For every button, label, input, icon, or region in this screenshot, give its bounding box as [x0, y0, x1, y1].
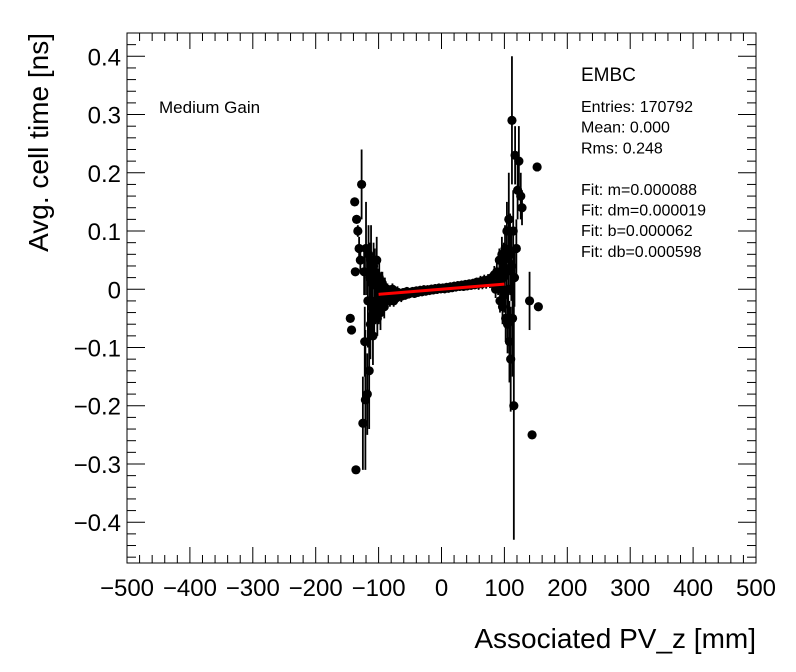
y-axis-title: Avg. cell time [ns] [23, 33, 54, 252]
y-tick-label: 0 [108, 277, 121, 304]
y-tick-label: −0.1 [74, 336, 121, 363]
data-point [504, 337, 515, 347]
data-point [517, 203, 527, 213]
x-tick-label: 0 [435, 575, 448, 602]
data-point [508, 226, 518, 236]
data-point [499, 255, 509, 265]
axis-ticks [126, 32, 757, 563]
data-point [504, 214, 514, 224]
gain-annotation: Medium Gain [159, 98, 260, 117]
data-point [345, 313, 355, 323]
x-tick-label: 300 [610, 575, 650, 602]
data-point [533, 302, 543, 312]
data-point [351, 465, 361, 475]
data-point [527, 430, 537, 440]
data-point [507, 313, 518, 323]
data-point [372, 255, 382, 265]
data-point [532, 162, 542, 172]
data-point [360, 337, 370, 347]
x-tick-label: 500 [736, 575, 776, 602]
data-point [524, 296, 535, 306]
stats-entries: Entries: 170792 [581, 99, 693, 116]
stats-mean: Mean: 0.000 [581, 120, 670, 137]
x-tick-labels: −500 −400 −300 −200 −100 0 100 200 300 400 500 [100, 575, 776, 602]
data-point [365, 319, 376, 329]
y-tick-label: 0.1 [88, 219, 121, 246]
data-point [511, 243, 521, 254]
data-point [516, 191, 526, 201]
y-tick-label: 0.4 [88, 44, 121, 71]
data-point [346, 325, 357, 335]
x-tick-label: 400 [673, 575, 713, 602]
stats-fit-db: Fit: db=0.000598 [581, 244, 702, 261]
data-point [358, 418, 368, 428]
x-tick-label: −200 [289, 575, 343, 602]
y-tick-label: −0.2 [74, 394, 121, 421]
data-point [506, 261, 516, 271]
y-tick-label: −0.4 [74, 510, 121, 537]
x-tick-label: −100 [352, 575, 406, 602]
stats-fit-b: Fit: b=0.000062 [581, 223, 693, 240]
data-point [350, 267, 360, 277]
x-tick-label: −400 [163, 575, 217, 602]
stats-title: EMBC [581, 65, 636, 86]
data-point [353, 226, 363, 236]
x-tick-label: 200 [547, 575, 587, 602]
x-tick-label: −300 [226, 575, 280, 602]
x-axis-title: Associated PV_z [mm] [474, 623, 756, 654]
data-point [497, 302, 508, 312]
y-tick-label: 0.3 [88, 103, 121, 130]
data-point [362, 389, 372, 399]
data-point [506, 354, 516, 364]
data-point [359, 267, 369, 277]
data-point [509, 401, 519, 411]
data-point [357, 179, 367, 190]
data-point [503, 284, 513, 294]
x-tick-label: 100 [484, 575, 524, 602]
stats-rms: Rms: 0.248 [581, 140, 663, 157]
x-tick-label: −500 [100, 575, 154, 602]
data-point [514, 156, 524, 166]
data-point [364, 366, 374, 376]
fit-line [378, 282, 505, 296]
data-point [507, 115, 517, 125]
data-point [502, 226, 512, 236]
data-point [350, 197, 360, 207]
y-tick-label: −0.3 [74, 452, 121, 479]
data-point [351, 214, 362, 224]
data-point [505, 249, 515, 259]
stats-fit-dm: Fit: dm=0.000019 [581, 203, 706, 220]
y-tick-label: 0.2 [88, 161, 121, 188]
stats-box: EMBC Entries: 170792 Mean: 0.000 Rms: 0.… [581, 65, 706, 261]
data-point [509, 273, 520, 283]
data-point [368, 331, 378, 341]
stats-fit-m: Fit: m=0.000088 [581, 182, 697, 199]
data-point [354, 243, 364, 254]
y-tick-labels: −0.4 −0.3 −0.2 −0.1 0 0.1 0.2 0.3 0.4 [74, 44, 121, 537]
data-point [355, 255, 365, 265]
